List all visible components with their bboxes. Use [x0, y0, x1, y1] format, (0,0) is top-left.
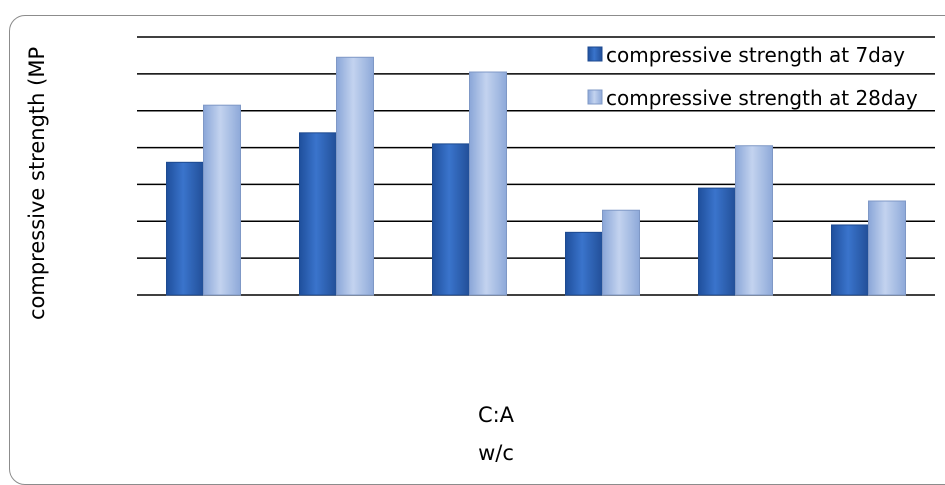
- legend-label-28day: compressive strength at 28day: [606, 86, 918, 110]
- bar-7day: [831, 224, 869, 296]
- bar-28day: [602, 209, 640, 296]
- bar-28day: [868, 200, 906, 296]
- gridlines: [137, 36, 935, 296]
- legend-swatch-28day: [587, 89, 603, 105]
- bar-chart: compressive strength (MP C:A w/c compres…: [25, 36, 935, 463]
- legend-label-7day: compressive strength at 7day: [606, 43, 905, 67]
- y-axis-title: compressive strength (MP: [25, 47, 49, 320]
- bar-7day: [432, 143, 470, 296]
- bar-28day: [336, 56, 374, 296]
- legend: compressive strength at 7day compressive…: [587, 43, 918, 110]
- bar-28day: [203, 104, 241, 296]
- bar-28day: [735, 145, 773, 296]
- x-axis-title-line-1: C:A: [478, 403, 515, 427]
- bar-7day: [565, 231, 603, 296]
- legend-item-28day: compressive strength at 28day: [587, 86, 918, 110]
- bar-7day: [698, 187, 736, 296]
- bar-28day: [469, 71, 507, 296]
- legend-swatch-7day: [587, 46, 603, 62]
- x-axis-title-line-2: w/c: [478, 441, 514, 463]
- legend-item-7day: compressive strength at 7day: [587, 43, 905, 67]
- bar-7day: [166, 161, 204, 296]
- bars: [166, 56, 906, 296]
- bar-7day: [299, 132, 337, 296]
